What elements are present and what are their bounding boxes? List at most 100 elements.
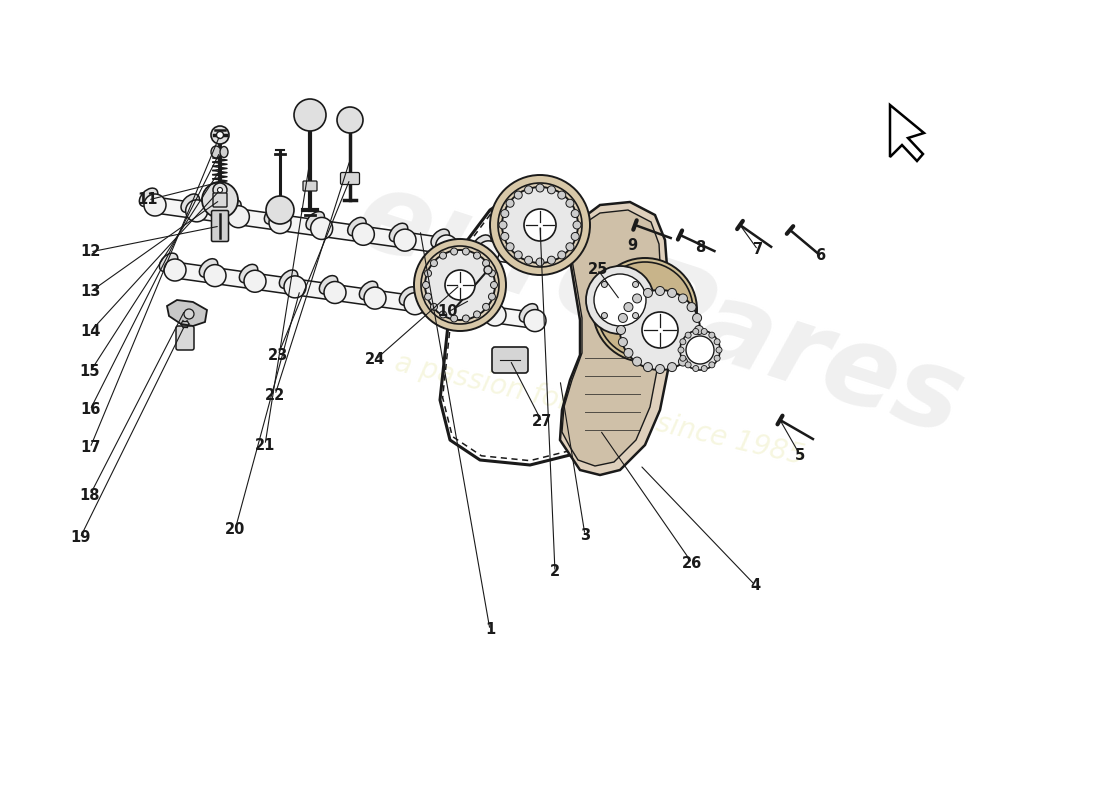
Circle shape [440,311,447,318]
Text: 10: 10 [438,305,459,319]
Circle shape [394,229,416,251]
Circle shape [484,266,492,274]
Polygon shape [167,300,207,326]
Circle shape [602,313,607,318]
Circle shape [364,287,386,309]
Circle shape [536,184,544,192]
Polygon shape [562,210,661,466]
Ellipse shape [160,253,178,271]
Text: 6: 6 [815,247,825,262]
Circle shape [685,362,691,368]
FancyBboxPatch shape [341,173,360,185]
Circle shape [498,183,582,267]
Circle shape [524,310,546,331]
Circle shape [217,131,223,138]
FancyBboxPatch shape [492,347,528,373]
Ellipse shape [348,218,366,236]
Circle shape [693,366,698,371]
Circle shape [679,357,688,366]
Circle shape [294,99,326,131]
Circle shape [490,175,590,275]
Text: 17: 17 [80,441,100,455]
Ellipse shape [199,258,218,277]
Circle shape [244,270,266,292]
Ellipse shape [399,287,418,306]
Circle shape [451,248,458,255]
Circle shape [620,290,700,370]
Circle shape [624,302,632,311]
Text: 22: 22 [265,387,285,402]
Circle shape [632,294,641,303]
Ellipse shape [473,235,491,254]
Circle shape [680,355,686,362]
Circle shape [483,303,490,310]
Ellipse shape [431,229,450,247]
Circle shape [642,312,678,348]
Circle shape [324,282,346,303]
Polygon shape [890,105,924,161]
Circle shape [701,329,707,334]
Circle shape [693,314,702,322]
Text: 15: 15 [79,365,100,379]
Circle shape [491,282,497,289]
Circle shape [680,338,686,345]
Text: 9: 9 [627,238,637,253]
Circle shape [686,336,714,364]
Circle shape [548,186,556,194]
Text: 2: 2 [550,565,560,579]
Circle shape [688,349,696,358]
Circle shape [425,293,431,300]
Circle shape [144,194,166,216]
Circle shape [488,293,495,300]
Ellipse shape [519,304,538,322]
Circle shape [656,365,664,374]
Text: 18: 18 [79,487,100,502]
FancyBboxPatch shape [176,326,194,350]
Circle shape [714,355,720,362]
Circle shape [716,347,722,353]
Circle shape [602,282,607,287]
Circle shape [202,182,238,218]
Circle shape [525,186,532,194]
Circle shape [525,256,532,264]
Circle shape [337,107,363,133]
Polygon shape [175,262,535,329]
Text: 26: 26 [682,555,702,570]
Circle shape [597,262,693,358]
Circle shape [594,274,646,326]
Ellipse shape [222,200,241,218]
Circle shape [440,252,447,259]
Circle shape [184,309,194,319]
Text: 16: 16 [80,402,100,418]
Circle shape [515,191,522,199]
Circle shape [571,233,580,241]
Text: 21: 21 [255,438,275,453]
Polygon shape [560,202,670,475]
Circle shape [632,313,639,318]
Circle shape [436,235,458,257]
Circle shape [558,191,565,199]
Ellipse shape [279,270,298,289]
Circle shape [571,210,580,218]
Circle shape [701,366,707,371]
Text: 5: 5 [795,447,805,462]
Ellipse shape [182,194,199,213]
Text: euroPares: euroPares [343,162,977,458]
Circle shape [680,330,720,370]
Circle shape [708,332,715,338]
Text: 14: 14 [80,325,100,339]
Circle shape [404,293,426,314]
Circle shape [565,242,574,250]
Circle shape [446,270,475,300]
Text: 12: 12 [80,245,100,259]
Ellipse shape [439,293,458,311]
Text: a passion for parts since 1985: a passion for parts since 1985 [393,349,807,471]
Circle shape [483,260,490,266]
Circle shape [536,258,544,266]
Circle shape [477,241,499,263]
Circle shape [213,183,227,197]
Circle shape [678,347,684,353]
Circle shape [414,239,506,331]
Circle shape [352,223,374,246]
Circle shape [164,259,186,281]
